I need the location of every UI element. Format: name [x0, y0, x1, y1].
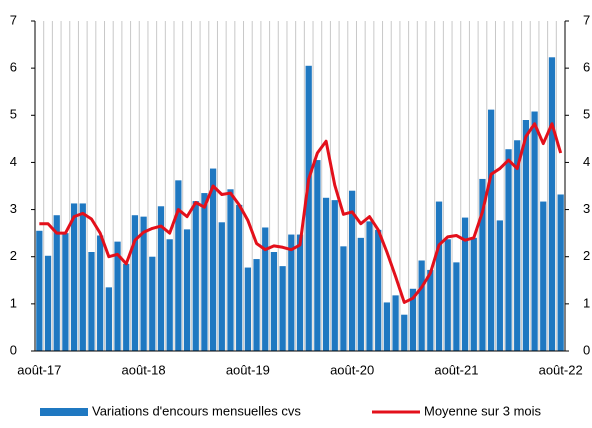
y-tick-label: 5: [10, 107, 17, 122]
legend-swatch: [40, 408, 88, 416]
bar: [244, 267, 251, 351]
y-tick-label: 7: [10, 12, 17, 27]
bar: [236, 204, 243, 351]
y-tick-label: 3: [10, 201, 17, 216]
bar: [262, 227, 269, 351]
bar: [427, 269, 434, 351]
bar: [461, 217, 469, 351]
x-tick-label: août-21: [434, 362, 478, 377]
bar: [444, 239, 451, 351]
bar: [357, 237, 364, 351]
bar: [97, 235, 104, 351]
bar: [557, 194, 564, 351]
bar: [227, 189, 234, 351]
bar: [305, 65, 312, 352]
bar: [140, 216, 147, 351]
bar: [349, 190, 356, 351]
x-tick-label: août-20: [330, 362, 374, 377]
bar: [479, 178, 486, 351]
bar: [435, 201, 443, 351]
bar: [270, 252, 278, 351]
x-tick-label: août-18: [122, 362, 166, 377]
bar: [183, 229, 191, 351]
y2-tick-label: 5: [583, 107, 590, 122]
y2-tick-label: 1: [583, 295, 590, 310]
x-tick-label: août-22: [539, 362, 583, 377]
bar: [105, 287, 112, 351]
y2-tick-label: 7: [583, 12, 590, 27]
bar: [540, 201, 547, 351]
bar: [62, 233, 69, 351]
bar: [157, 206, 165, 351]
bar: [149, 256, 156, 351]
bar: [418, 260, 425, 351]
bar: [44, 255, 52, 351]
bar: [123, 263, 130, 351]
bar: [453, 262, 460, 351]
x-tick-label: août-17: [17, 362, 61, 377]
bar: [383, 302, 391, 351]
bar: [288, 234, 295, 351]
bar: [488, 109, 495, 351]
bar: [401, 314, 408, 351]
bar: [114, 241, 121, 351]
bar: [409, 288, 417, 351]
bar: [296, 234, 304, 351]
line: [39, 122, 563, 304]
bar: [331, 200, 338, 351]
bar: [366, 221, 373, 351]
bar: [322, 197, 330, 351]
bar: [314, 160, 321, 351]
y-tick-label: 1: [10, 295, 17, 310]
bar: [218, 222, 225, 351]
bar: [505, 149, 512, 351]
y2-tick-label: 2: [583, 248, 590, 263]
bar: [253, 259, 260, 351]
bar: [548, 57, 556, 352]
y-tick-label: 6: [10, 60, 17, 75]
y2-tick-label: 4: [583, 154, 590, 169]
y2-tick-label: 0: [583, 342, 590, 357]
legend-label: Variations d'encours mensuelles cvs: [92, 403, 301, 418]
bar: [522, 120, 530, 351]
bar: [375, 229, 382, 351]
bar: [470, 237, 477, 351]
bar: [514, 140, 521, 351]
y2-tick-label: 6: [583, 60, 590, 75]
x-tick-label: août-19: [226, 362, 270, 377]
y-tick-label: 2: [10, 248, 17, 263]
bar: [392, 295, 399, 351]
bar: [279, 266, 286, 351]
bar: [70, 203, 78, 351]
bar: [88, 252, 95, 351]
bar: [175, 180, 182, 351]
bar: [209, 168, 217, 351]
bar: [531, 111, 538, 351]
bar: [79, 203, 86, 351]
bar: [496, 220, 503, 351]
bar: [166, 239, 173, 351]
bar: [340, 246, 347, 351]
bar: [131, 215, 139, 351]
bar: [192, 201, 199, 351]
y2-tick-label: 3: [583, 201, 590, 216]
y-tick-label: 4: [10, 154, 17, 169]
bar: [201, 193, 208, 351]
bar: [36, 230, 43, 351]
legend-label: Moyenne sur 3 mois: [424, 403, 542, 418]
y-tick-label: 0: [10, 342, 17, 357]
bar: [53, 215, 60, 351]
